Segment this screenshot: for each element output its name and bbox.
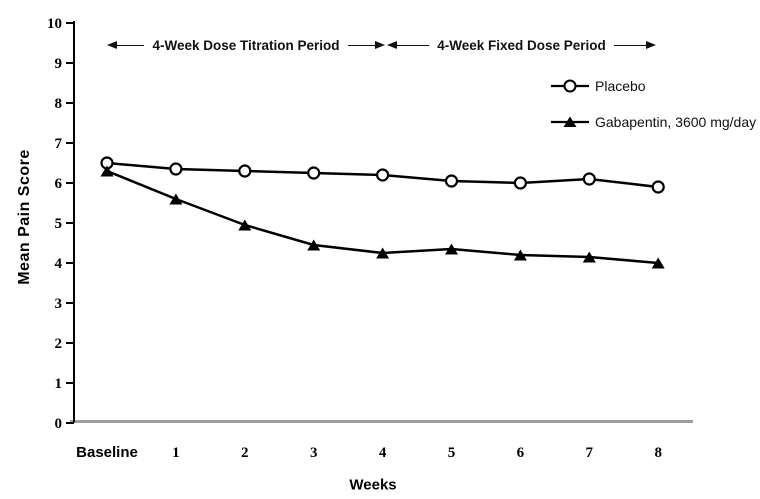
y-tick-label: 0	[55, 416, 63, 432]
x-tick-label: 4	[379, 445, 387, 461]
annotation-label: 4-Week Dose Titration Period	[152, 37, 340, 53]
annotation-line	[397, 44, 430, 46]
x-tick-label: 2	[241, 445, 249, 461]
data-marker-placebo	[651, 180, 665, 194]
y-tick-label: 7	[55, 136, 63, 152]
arrow-left-icon	[107, 41, 117, 49]
data-marker-gabapentin	[513, 249, 527, 261]
data-marker-placebo	[238, 164, 252, 178]
data-marker-gabapentin	[100, 165, 114, 177]
annotation-line	[347, 44, 375, 46]
legend-label: Gabapentin, 3600 mg/day	[595, 114, 757, 130]
data-marker-placebo	[307, 166, 321, 180]
open-circle-marker-icon	[551, 79, 589, 93]
legend-item-placebo: Placebo	[551, 76, 756, 96]
annotation-label: 4-Week Fixed Dose Period	[437, 37, 606, 53]
data-marker-placebo	[582, 172, 596, 186]
data-marker-placebo	[169, 162, 183, 176]
data-marker-gabapentin	[376, 247, 390, 259]
x-tick-label: 1	[172, 445, 180, 461]
y-tick-label: 1	[55, 376, 63, 392]
filled-triangle-marker-icon	[551, 116, 589, 127]
data-marker-gabapentin	[307, 239, 321, 251]
legend-label: Placebo	[595, 78, 646, 94]
arrow-right-icon	[375, 41, 385, 49]
y-tick-label: 9	[55, 56, 63, 72]
x-tick-label: 3	[310, 445, 318, 461]
x-tick-label: Baseline	[76, 444, 138, 461]
legend-item-gabapentin: Gabapentin, 3600 mg/day	[551, 112, 756, 132]
x-tick-label: 8	[654, 445, 662, 461]
x-tick-label: 7	[586, 445, 594, 461]
fixed-dose-period-annotation: 4-Week Fixed Dose Period	[387, 37, 656, 53]
y-tick-label: 3	[55, 296, 63, 312]
y-tick-label: 8	[55, 96, 63, 112]
data-marker-gabapentin	[238, 219, 252, 231]
data-marker-gabapentin	[445, 243, 458, 255]
x-axis-title: Weeks	[349, 476, 397, 494]
data-marker-placebo	[513, 176, 528, 190]
data-marker-placebo	[444, 174, 459, 188]
x-tick-label: 6	[517, 445, 525, 461]
y-tick-label: 6	[55, 176, 63, 192]
x-tick-label: 5	[448, 445, 456, 461]
data-marker-gabapentin	[582, 251, 596, 263]
arrow-right-icon	[646, 41, 656, 49]
y-tick-label: 5	[55, 216, 63, 232]
y-tick-label: 2	[55, 336, 63, 352]
data-marker-gabapentin	[169, 193, 183, 205]
data-marker-gabapentin	[651, 257, 665, 269]
titration-period-annotation: 4-Week Dose Titration Period	[107, 37, 385, 53]
legend: Placebo Gabapentin, 3600 mg/day	[551, 76, 756, 148]
y-axis-title: Mean Pain Score	[16, 149, 33, 285]
arrow-left-icon	[387, 41, 397, 49]
y-tick-label: 4	[55, 256, 63, 272]
y-tick-label: 10	[47, 16, 62, 32]
annotation-line	[117, 44, 145, 46]
data-marker-placebo	[376, 168, 390, 182]
annotation-line	[613, 44, 646, 46]
